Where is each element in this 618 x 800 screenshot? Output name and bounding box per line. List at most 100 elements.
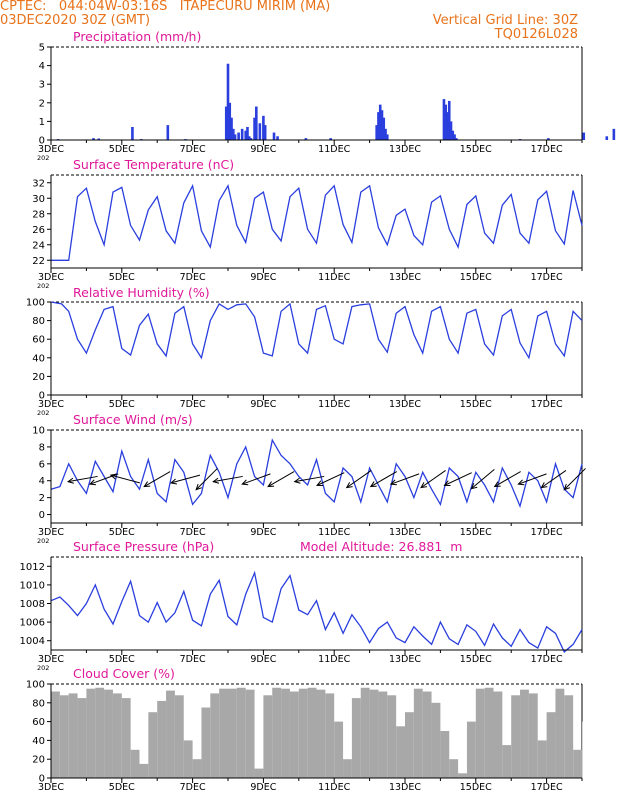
cloud-area-step <box>201 707 211 778</box>
cloud-area-step <box>192 759 202 778</box>
temp-y-tick-label: 26 <box>32 225 45 236</box>
cloud-area-step <box>528 693 538 778</box>
cloud-area-step <box>228 688 237 778</box>
temp-x-tick-label: 5DEC <box>109 272 135 283</box>
wind_speed-y-tick-label: 0 <box>39 510 45 521</box>
rh-y-tick-label: 0 <box>39 391 45 402</box>
precip-bar <box>444 104 448 140</box>
cloud-area-step <box>121 698 131 778</box>
cloud-area-step <box>511 695 521 778</box>
precip-y-tick-label: 5 <box>39 43 45 54</box>
precip-bar <box>246 126 249 140</box>
wind_speed-x-sublabel: 202 <box>37 537 49 545</box>
precip-bar <box>233 134 237 140</box>
cloud-panel-title: Cloud Cover (%) <box>73 666 175 681</box>
cloud-area-step <box>351 698 361 778</box>
cloud-y-tick-label: 0 <box>39 774 45 785</box>
wind-arrow-shaft <box>471 469 495 490</box>
wind-arrow-head <box>517 479 525 486</box>
cloud-area-step <box>263 695 273 778</box>
cloud-area-step <box>95 687 105 778</box>
cloud-y-tick-label: 80 <box>32 698 45 709</box>
pressure-y-tick-label: 1010 <box>20 580 45 591</box>
precip-y-tick-label: 1 <box>39 117 45 128</box>
cloud-area-step <box>139 763 149 778</box>
precip-bar <box>240 128 244 140</box>
precip-bar <box>375 125 378 140</box>
rh-x-sublabel: 202 <box>37 409 49 417</box>
pressure-x-tick-label: 5DEC <box>109 654 135 665</box>
cloud-area-step <box>475 688 485 778</box>
cloud-area-step <box>387 695 397 778</box>
cloud-area-step <box>343 759 352 778</box>
wind-arrow-shaft <box>346 470 372 489</box>
precip-bar <box>263 125 267 140</box>
wind-arrow-shaft <box>242 473 271 485</box>
wind-arrow-shaft <box>316 472 345 486</box>
precip-panel <box>47 46 616 145</box>
wind-arrow-head <box>389 479 397 486</box>
precip-bar <box>447 100 451 140</box>
cloud-area-step <box>369 689 379 778</box>
precip-bar <box>244 130 247 140</box>
cloud-x-tick-label: 13DEC <box>389 782 421 793</box>
precip-bar <box>228 102 232 140</box>
wind-arrow-shaft <box>68 475 98 483</box>
precip-bar <box>382 117 386 140</box>
cloud-area-step <box>166 690 175 778</box>
cloud-area-step <box>484 687 494 778</box>
pressure-x-tick-label: 9DEC <box>250 654 276 665</box>
cloud-x-tick-label: 15DEC <box>460 782 492 793</box>
pressure-panel <box>47 556 583 655</box>
precip-bar <box>276 136 279 140</box>
cloud-area-step <box>130 749 140 778</box>
cloud-x-tick-label: 7DEC <box>180 782 206 793</box>
wind-arrow-shaft <box>494 471 521 487</box>
wind-arrow-head <box>369 481 377 488</box>
cloud-area-step <box>183 740 193 778</box>
rh-x-tick-label: 13DEC <box>389 399 421 410</box>
cloud-area-step <box>289 691 299 778</box>
precip-y-tick-label: 0 <box>39 136 45 147</box>
cloud-area-step <box>520 689 529 778</box>
precip-x-tick-label: 11DEC <box>318 144 350 155</box>
cloud-area-step <box>582 721 583 778</box>
cloud-area-step <box>112 693 122 778</box>
cloud-area-step <box>573 749 582 778</box>
cloud-y-tick-label: 40 <box>32 736 45 747</box>
cloud-area-step <box>236 687 246 778</box>
pressure-y-tick-label: 1012 <box>20 562 45 573</box>
precip-bar <box>453 134 456 140</box>
wind-arrow-shaft <box>213 475 243 483</box>
rh-panel-title: Relative Humidity (%) <box>73 285 210 300</box>
precip-y-tick-label: 4 <box>39 61 45 72</box>
cloud-x-tick-label: 9DEC <box>250 782 276 793</box>
wind-arrow-shaft <box>294 475 325 483</box>
wind-arrow-head <box>88 479 97 486</box>
precip-bar <box>384 128 387 140</box>
wind-arrow-head <box>66 477 74 484</box>
precip-bar <box>131 126 134 140</box>
pressure-x-sublabel: 202 <box>37 664 49 672</box>
precip-panel-title: Precipitation (mm/h) <box>73 29 202 44</box>
rh-x-tick-label: 7DEC <box>180 399 206 410</box>
temp-y-tick-label: 24 <box>32 240 45 251</box>
precip-bar <box>97 138 101 140</box>
precip-bar <box>304 138 308 140</box>
rh-y-tick-label: 40 <box>32 353 45 364</box>
cloud-area-step <box>493 691 503 778</box>
wind-arrow-head <box>212 477 220 484</box>
precip-bar <box>378 104 382 140</box>
cloud-area-step <box>59 695 69 778</box>
wind-arrow-head <box>267 481 275 488</box>
wind-arrow-shaft <box>267 471 295 487</box>
wind-arrow-head <box>143 481 151 488</box>
precip-bar <box>92 138 95 140</box>
cloud-area-step <box>334 721 344 778</box>
wind-arrow-head <box>109 473 117 480</box>
temp-x-tick-label: 7DEC <box>180 272 206 283</box>
wind_speed-x-tick-label: 13DEC <box>389 527 421 538</box>
wind_speed-y-tick-label: 10 <box>32 426 45 437</box>
wind-arrow-shaft <box>518 473 547 485</box>
wind_speed-y-tick-label: 4 <box>39 476 45 487</box>
